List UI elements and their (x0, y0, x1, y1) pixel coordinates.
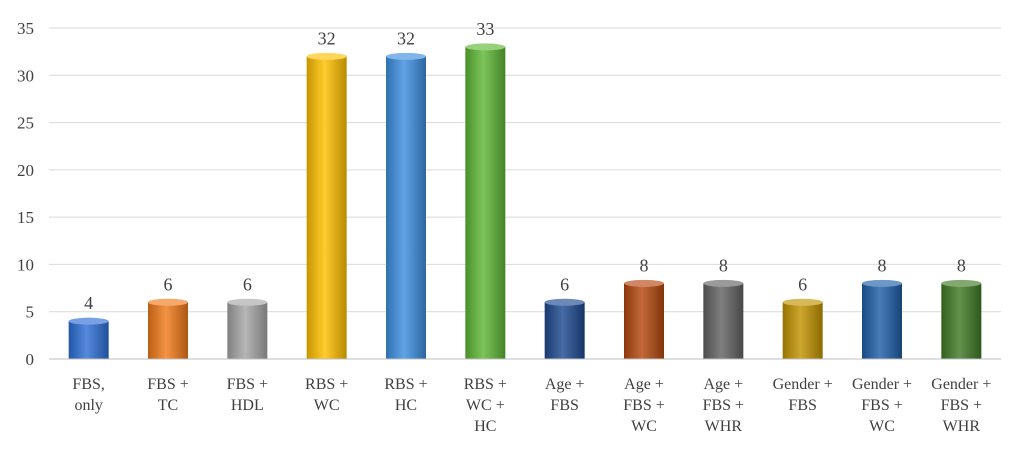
data-label: 4 (84, 293, 93, 313)
data-label: 8 (957, 255, 966, 275)
bar-cap (148, 298, 188, 306)
bar-cap (862, 279, 902, 287)
bars (68, 43, 982, 360)
x-axis-category-labels: FBS, only FBS + TC FBS + HDL RBS + WC RBS + HC RBS… (72, 376, 991, 435)
bar-cap (465, 43, 506, 51)
data-label: 6 (798, 274, 807, 294)
bar-cap (306, 52, 347, 60)
bar (386, 56, 426, 359)
bar-group (148, 298, 188, 359)
data-labels: 4 6 6 32 32 33 6 8 8 6 8 8 (84, 19, 966, 313)
x-category-label: RBS + HC (384, 376, 427, 414)
y-axis-tick-labels: 0 5 10 15 20 25 30 35 (17, 19, 34, 369)
bar-group (862, 279, 902, 359)
gridlines (49, 27, 1001, 313)
x-category-label: Age + FBS (545, 376, 585, 414)
y-tick-label: 0 (26, 350, 35, 369)
bar-cap (386, 52, 426, 60)
y-tick-label: 5 (26, 303, 35, 322)
data-label: 33 (476, 19, 494, 39)
data-label: 8 (878, 255, 887, 275)
data-label: 8 (640, 255, 649, 275)
x-category-label: RBS + WC + HC (464, 376, 507, 435)
bar-cap (703, 279, 744, 287)
x-category-label: Gender + FBS + WHR (931, 376, 991, 435)
bar (227, 302, 268, 359)
bar-group (624, 279, 664, 359)
data-label: 32 (318, 28, 336, 48)
x-category-label: Age + FBS + WHR (703, 376, 745, 435)
data-label: 32 (397, 28, 415, 48)
bar-group (703, 279, 744, 359)
bar (465, 46, 506, 360)
bar-group (306, 52, 347, 359)
bar-cap (544, 298, 585, 306)
y-tick-label: 10 (17, 255, 34, 274)
bar-group (941, 279, 982, 359)
data-label: 8 (719, 255, 728, 275)
y-tick-label: 20 (17, 161, 34, 180)
bar (862, 283, 902, 359)
x-category-label: Gender + FBS (773, 376, 833, 414)
x-category-label: FBS, only (72, 376, 104, 414)
x-category-label: FBS + HDL (227, 376, 269, 414)
bar (941, 283, 982, 359)
bar (782, 302, 823, 359)
bar-group (68, 317, 109, 359)
bar-group (227, 298, 268, 359)
bar-group (782, 298, 823, 359)
bar-group (386, 52, 426, 359)
bar (148, 302, 188, 359)
bar-cap (782, 298, 823, 306)
y-tick-label: 35 (17, 19, 34, 38)
bar (624, 283, 664, 359)
y-tick-label: 25 (17, 114, 34, 133)
data-label: 6 (243, 274, 252, 294)
x-category-label: RBS + WC (305, 376, 348, 414)
bar-cap (227, 298, 268, 306)
x-category-label: Gender + FBS + WC (852, 376, 912, 435)
x-category-label: Age + FBS + WC (623, 376, 665, 435)
bar (306, 56, 347, 359)
bar (703, 283, 744, 359)
data-label: 6 (164, 274, 173, 294)
bar (544, 302, 585, 359)
bar-group (465, 43, 506, 360)
y-tick-label: 15 (17, 208, 34, 227)
bar-cap (941, 279, 982, 287)
bar (68, 321, 109, 359)
bar-group (544, 298, 585, 359)
bar-cap (624, 279, 664, 287)
data-label: 6 (560, 274, 569, 294)
x-category-label: FBS + TC (147, 376, 189, 414)
y-tick-label: 30 (17, 66, 34, 85)
bar-cap (68, 317, 109, 325)
